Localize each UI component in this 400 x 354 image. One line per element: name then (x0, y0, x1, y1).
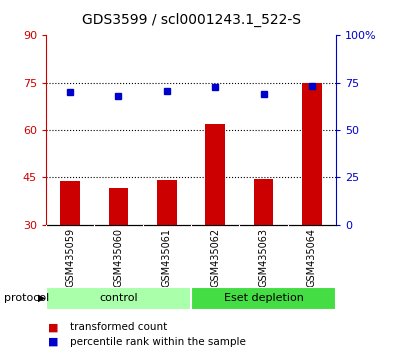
Text: ■: ■ (48, 337, 58, 347)
Bar (157, 180, 176, 225)
Text: GSM435060: GSM435060 (114, 228, 124, 287)
Text: GSM435063: GSM435063 (258, 228, 268, 287)
Text: Eset depletion: Eset depletion (224, 293, 304, 303)
Text: ■: ■ (48, 322, 58, 332)
Bar (60, 181, 80, 225)
Text: control: control (99, 293, 138, 303)
Bar (109, 188, 128, 225)
Text: transformed count: transformed count (70, 322, 167, 332)
Bar (191, 287, 336, 310)
Text: GDS3599 / scl0001243.1_522-S: GDS3599 / scl0001243.1_522-S (82, 12, 302, 27)
Bar (206, 124, 225, 225)
Text: GSM435064: GSM435064 (307, 228, 317, 287)
Text: GSM435059: GSM435059 (65, 228, 75, 287)
Text: GSM435062: GSM435062 (210, 228, 220, 287)
Bar (302, 83, 322, 225)
Text: ▶: ▶ (38, 293, 46, 303)
Text: percentile rank within the sample: percentile rank within the sample (70, 337, 246, 347)
Bar (254, 179, 273, 225)
Bar (46, 287, 191, 310)
Text: protocol: protocol (4, 293, 49, 303)
Text: GSM435061: GSM435061 (162, 228, 172, 287)
